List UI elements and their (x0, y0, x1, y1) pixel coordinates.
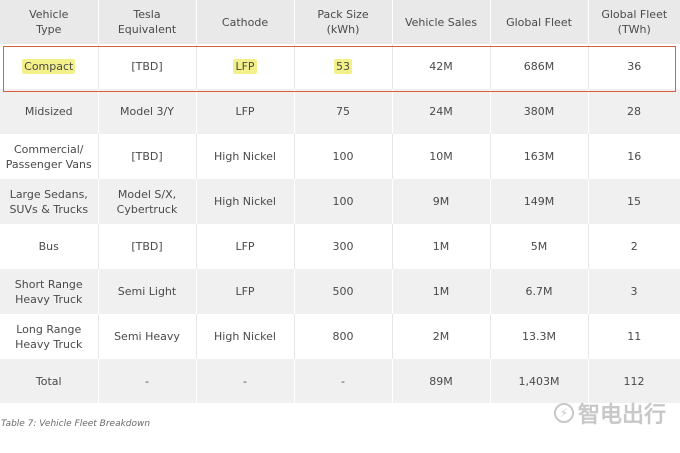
total-cell: - (98, 359, 197, 403)
column-header: Vehicle Sales (392, 0, 491, 44)
total-cell: 89M (392, 359, 491, 403)
column-header: Tesla Equivalent (98, 0, 197, 44)
table-cell: 380M (490, 89, 589, 134)
table-cell: Compact (0, 44, 99, 89)
table-cell: 24M (392, 89, 491, 134)
table-cell: Semi Light (98, 269, 197, 314)
table-caption: Table 7: Vehicle Fleet Breakdown (1, 419, 151, 429)
header-row: Vehicle Type Tesla Equivalent Cathode Pack Si… (0, 0, 680, 44)
table-cell: 3 (588, 269, 680, 314)
table-cell: 53 (294, 44, 393, 89)
table-cell: High Nickel (196, 134, 295, 179)
total-cell: - (196, 359, 295, 403)
table-cell: LFP (196, 44, 295, 89)
total-cell: 112 (588, 359, 680, 403)
table-cell: [TBD] (98, 44, 197, 89)
table-cell: 149M (490, 179, 589, 224)
column-header: Cathode (196, 0, 295, 44)
table-cell: 13.3M (490, 314, 589, 359)
table-row: Short Range Heavy Truck Semi Light LFP 500 1M… (0, 269, 680, 314)
table-cell: 42M (392, 44, 491, 89)
table-cell: 1M (392, 224, 491, 269)
table-cell: High Nickel (196, 314, 295, 359)
table-cell: 6.7M (490, 269, 589, 314)
table-cell: Bus (0, 224, 99, 269)
table-cell: Model 3/Y (98, 89, 197, 134)
table-cell: 11 (627, 330, 642, 343)
table-cell: 10M (392, 134, 491, 179)
table-cell: 16 (627, 150, 642, 163)
table-cell: 100 (294, 134, 393, 179)
column-header: Global Fleet (TWh) (601, 8, 668, 36)
table-row: Commercial/Passenger Vans [TBD] High Nicke… (0, 134, 680, 179)
table-body: Compact [TBD] LFP 53 42M 686M 36 Midsized Model … (0, 44, 680, 403)
table-cell: 2 (630, 240, 638, 253)
table-row: Midsized Model 3/Y LFP 75 24M 380M 28 (0, 89, 680, 134)
table-cell: Model S/X, Cybertruck (98, 179, 197, 224)
table-cell: Midsized (0, 89, 99, 134)
table-cell: High Nickel (196, 179, 295, 224)
table-cell: 100 (294, 179, 393, 224)
table-cell: LFP (196, 89, 295, 134)
table-cell: 36 (627, 60, 642, 73)
table-cell: Commercial/Passenger Vans (0, 134, 99, 179)
table-cell: LFP (196, 269, 295, 314)
table-row: Long Range Heavy Truck Semi Heavy High Nick… (0, 314, 680, 359)
column-header: Global Fleet (490, 0, 589, 44)
table-cell: Short Range Heavy Truck (0, 269, 99, 314)
watermark: ⚡ 智电出行 (553, 397, 666, 429)
table-header: Vehicle Type Tesla Equivalent Cathode Pack Si… (0, 0, 680, 44)
column-header: Pack Size (kWh) (294, 0, 393, 44)
highlighted-text: Compact (22, 59, 76, 74)
table-cell: Semi Heavy (98, 314, 197, 359)
table-cell: 5M (490, 224, 589, 269)
table-cell: LFP (196, 224, 295, 269)
table-cell: 686M (490, 44, 589, 89)
total-cell: Total (0, 359, 99, 403)
lightning-circle-icon: ⚡ (553, 403, 574, 423)
fleet-table-container: Vehicle Type Tesla Equivalent Cathode Pack Si… (0, 0, 680, 403)
table-row: Compact [TBD] LFP 53 42M 686M 36 (0, 44, 680, 89)
total-cell: - (294, 359, 393, 403)
table-cell: Long Range Heavy Truck (0, 314, 99, 359)
highlighted-text: 53 (334, 59, 352, 74)
total-row: Total - - -89M 1,403M 112 (0, 359, 680, 403)
table-cell: 163M (490, 134, 589, 179)
table-cell: Large Sedans, SUVs & Trucks (0, 179, 99, 224)
column-header: Vehicle Type (0, 0, 99, 44)
total-cell: 1,403M (490, 359, 589, 403)
table-row: Bus [TBD] LFP 300 1M 5M 2 (0, 224, 680, 269)
table-cell: [TBD] (98, 224, 197, 269)
table-cell: 800 (294, 314, 393, 359)
table-cell: [TBD] (98, 134, 197, 179)
table-cell: 15 (588, 179, 680, 224)
table-cell: 2M (392, 314, 491, 359)
table-cell: 1M (392, 269, 491, 314)
table-cell: 28 (588, 89, 680, 134)
table-cell: 75 (294, 89, 393, 134)
table-cell: 500 (294, 269, 393, 314)
table-cell: 9M (392, 179, 491, 224)
highlighted-text: LFP (233, 59, 257, 74)
vehicle-fleet-table: Vehicle Type Tesla Equivalent Cathode Pack Si… (0, 0, 680, 403)
table-cell: 300 (294, 224, 393, 269)
table-row: Large Sedans, SUVs & Trucks Model S/X, Cybe… (0, 179, 680, 224)
watermark-text: 智电出行 (577, 403, 666, 428)
